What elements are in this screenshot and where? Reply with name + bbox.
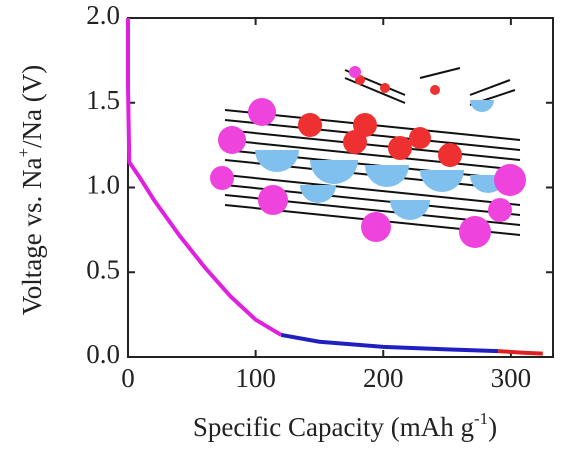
y-tick-label: 2.0 bbox=[86, 0, 120, 30]
data-line bbox=[281, 335, 498, 351]
data-line bbox=[498, 351, 543, 354]
y-axis-label: Voltage vs. Na+/Na (V) bbox=[14, 65, 47, 316]
x-label-part: -1 bbox=[474, 409, 488, 428]
x-axis-label: Specific Capacity (mAh g-1) bbox=[193, 409, 497, 442]
y-tick-label: 0.5 bbox=[86, 254, 120, 284]
x-tick-label: 200 bbox=[363, 363, 404, 393]
x-tick-label: 0 bbox=[121, 363, 135, 393]
y-tick-label: 1.0 bbox=[86, 170, 120, 200]
y-label-part: + bbox=[14, 148, 33, 158]
inset-illustration bbox=[210, 66, 526, 248]
chart: Specific Capacity (mAh g-1) Voltage vs. … bbox=[0, 0, 570, 450]
y-tick-label: 0.0 bbox=[86, 339, 120, 369]
x-tick-label: 300 bbox=[491, 363, 532, 393]
y-label-part: /Na (V) bbox=[17, 65, 47, 148]
y-label-part: Voltage vs. Na bbox=[17, 158, 47, 316]
x-tick-label: 100 bbox=[235, 363, 276, 393]
x-label-part: Specific Capacity (mAh g bbox=[193, 412, 474, 442]
data-line bbox=[128, 18, 281, 335]
y-tick-label: 1.5 bbox=[86, 85, 120, 115]
x-label-part: ) bbox=[488, 412, 497, 442]
